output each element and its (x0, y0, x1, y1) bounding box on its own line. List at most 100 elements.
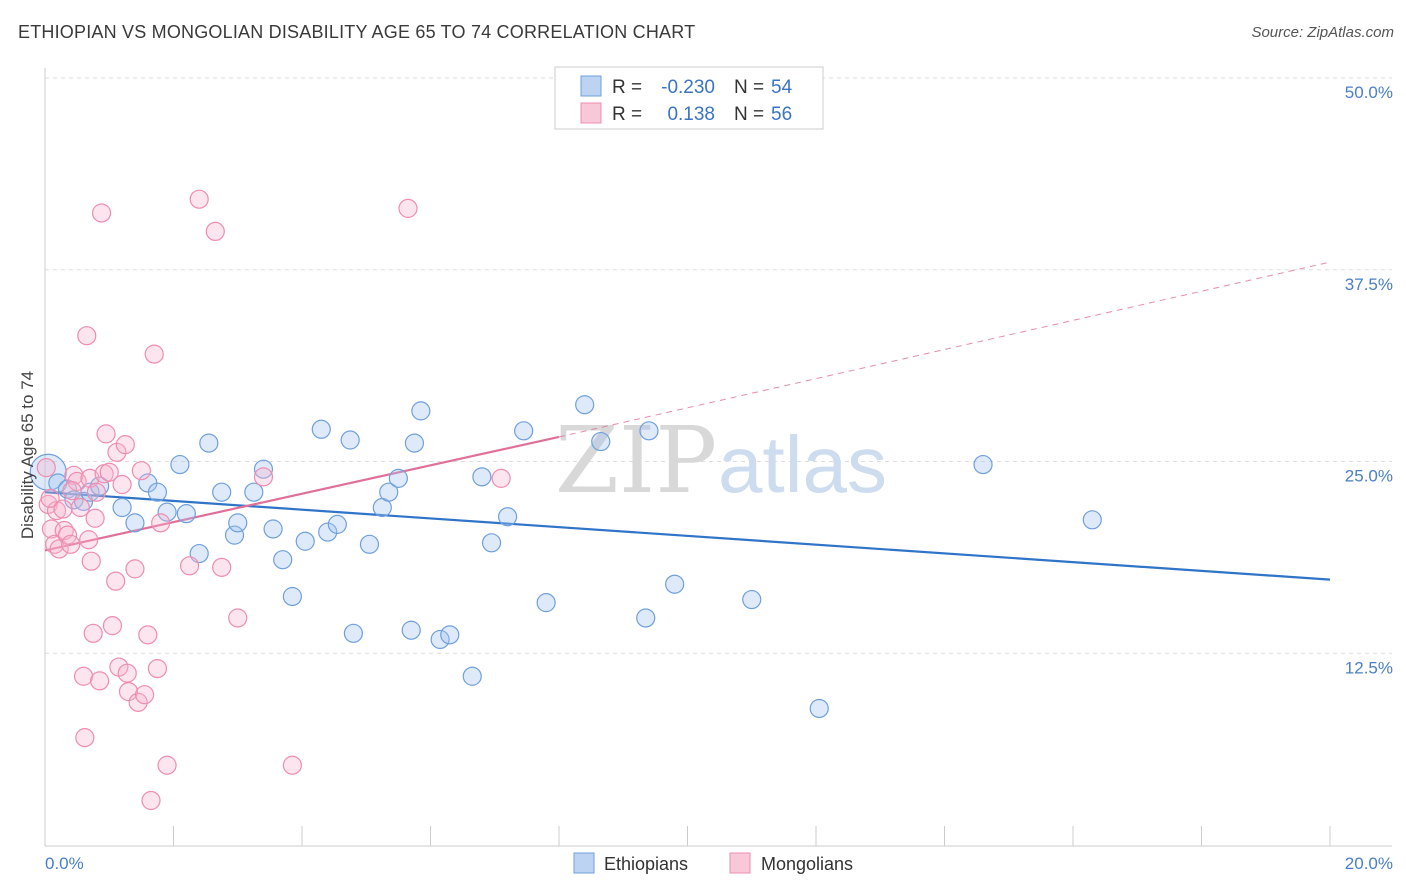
mongolians-point (179, 556, 200, 576)
mongolians-point (85, 508, 105, 528)
ethiopians-point (440, 625, 460, 645)
mongolians-trend-line (44, 435, 560, 552)
ethiopians-point (295, 531, 315, 551)
ethiopians-point (472, 467, 492, 487)
mongolians-point (157, 755, 177, 775)
mongolians-point (125, 559, 145, 579)
mongolians-point (99, 462, 119, 482)
x-tick-label-1: 0.0% (45, 854, 84, 873)
ethiopians-point (244, 482, 264, 502)
bottom-legend: Ethiopians Mongolians (573, 852, 853, 874)
mongolians-point (282, 755, 302, 775)
source-label: Source: ZipAtlas.com (1251, 24, 1394, 41)
mongolians-point (398, 198, 418, 218)
mongolians-point (112, 474, 132, 495)
legend-r-label-1: R = (612, 77, 642, 98)
mongolians-point (73, 666, 94, 686)
mongolians-point (106, 571, 126, 591)
ethiopians-point (263, 519, 283, 539)
ethiopians-trend-line (44, 491, 1331, 581)
legend-r-label-2: R = (612, 104, 642, 125)
ethiopians-point (170, 454, 190, 475)
x-tick-label-2: 20.0% (1345, 854, 1393, 873)
mongolians-point (81, 551, 101, 571)
mongolians-point (151, 513, 171, 533)
ethiopians-point (401, 620, 421, 640)
mongolians-point (189, 189, 209, 209)
ethiopians-point (973, 454, 993, 475)
mongolians-point (83, 623, 103, 643)
legend-swatch-ethiopians (580, 75, 602, 97)
chart-title: ETHIOPIAN VS MONGOLIAN DISABILITY AGE 65… (18, 22, 696, 42)
ethiopians-point (1082, 510, 1102, 530)
ethiopians-point (536, 593, 556, 613)
ethiopians-point (212, 482, 232, 502)
mongolians-point (49, 539, 69, 559)
mongolians-point (36, 458, 56, 478)
mongolians-point (75, 728, 95, 748)
legend-n-label-1: N = (734, 77, 764, 98)
mongolians-point (134, 685, 155, 705)
legend-r-value-1: -0.230 (661, 77, 715, 98)
ethiopians-point (125, 513, 145, 533)
mongolians-point (118, 681, 139, 702)
watermark: ZIP atlas (555, 407, 887, 514)
ethiopians-point (514, 421, 534, 441)
bottom-legend-swatch-mongolians (729, 852, 751, 874)
mongolians-point (79, 530, 99, 550)
ethiopians-point (228, 513, 248, 533)
mongolians-point (96, 424, 116, 444)
ethiopians-point (311, 419, 331, 439)
mongolians-point (53, 499, 73, 519)
ethiopians-point (157, 502, 177, 522)
series-mongolians (36, 189, 511, 811)
watermark-atlas: atlas (718, 420, 887, 509)
ethiopians-point (147, 482, 168, 502)
mongolians-point (253, 467, 274, 487)
legend-n-label-2: N = (734, 104, 764, 125)
mongolians-point (147, 658, 168, 679)
points (29, 189, 1102, 811)
ethiopians-point (282, 586, 302, 607)
mongolians-point (138, 625, 158, 645)
mongolians-trend-extrapolation (558, 261, 1331, 438)
mongolians-point (86, 482, 107, 502)
y-tick-label-4: 50.0% (1345, 83, 1393, 102)
watermark-zip: ZIP (555, 407, 717, 514)
trend-lines (44, 261, 1331, 581)
ethiopians-point (636, 608, 656, 628)
mongolians-point (46, 500, 67, 521)
ethiopians-point (273, 550, 293, 570)
y-tick-label-1: 12.5% (1345, 658, 1393, 677)
mongolians-point (115, 435, 135, 455)
ethiopians-point (388, 468, 408, 488)
ethiopians-point (411, 401, 431, 421)
mongolians-point (77, 326, 97, 346)
top-legend: R = -0.230 N = 54 R = 0.138 N = 56 (554, 66, 824, 130)
ethiopians-point (665, 574, 685, 594)
ethiopians-point (176, 504, 196, 524)
mongolians-point (62, 481, 82, 501)
bottom-legend-swatch-ethiopians (573, 852, 595, 874)
ethiopians-point (575, 395, 595, 415)
mongolians-point (144, 344, 164, 364)
mongolians-point (128, 692, 148, 712)
ethiopians-point (327, 514, 347, 534)
ethiopians-point (112, 497, 132, 518)
mongolians-point (141, 790, 161, 811)
mongolians-point (61, 534, 81, 554)
ethiopians-point (404, 433, 425, 453)
ethiopians-point (224, 525, 245, 545)
mongolians-point (491, 468, 511, 488)
ethiopians-point (318, 522, 338, 542)
axes: 12.5% 25.0% 37.5% 50.0% 0.0% 20.0% (44, 68, 1393, 873)
mongolians-point (131, 461, 151, 481)
ethiopians-point (340, 430, 360, 450)
ethiopians-point (462, 666, 482, 686)
ethiopians-point (430, 629, 450, 650)
legend-n-value-1: 54 (771, 77, 793, 98)
legend-r-value-2: 0.138 (667, 104, 715, 125)
y-tick-label-2: 25.0% (1345, 467, 1393, 486)
ethiopians-point (742, 589, 762, 610)
ethiopians-point (591, 431, 611, 452)
